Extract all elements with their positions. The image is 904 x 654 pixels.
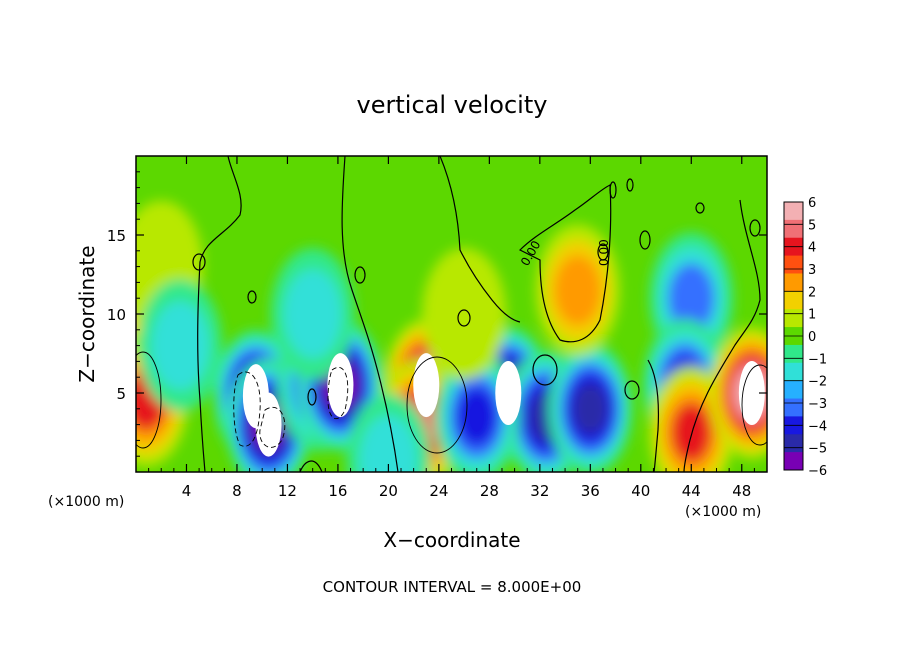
contour-zero-line <box>609 181 617 199</box>
colorbar-swatch <box>784 291 803 310</box>
x-unit-left: (×1000 m) <box>48 494 124 510</box>
field-core <box>495 361 522 425</box>
field-region <box>283 269 342 359</box>
chart-title: vertical velocity <box>357 91 548 119</box>
x-unit-right: (×1000 m) <box>685 504 761 520</box>
field-region <box>671 403 712 462</box>
colorbar-swatch <box>784 273 803 292</box>
y-tick-label: 5 <box>116 385 126 403</box>
contour-zero-line <box>354 266 366 284</box>
contour-zero-line <box>197 156 242 472</box>
colorbar-label: −1 <box>808 352 827 367</box>
field-region <box>668 263 715 334</box>
colorbar-label: 5 <box>808 218 816 233</box>
x-tick-label: 36 <box>581 482 600 500</box>
colorbar-label: −4 <box>808 419 827 434</box>
x-tick-label: 12 <box>278 482 297 500</box>
x-tick-label: 40 <box>631 482 650 500</box>
contour-low-line <box>233 371 261 447</box>
field-region <box>572 382 609 435</box>
contour-zero-line <box>247 290 257 304</box>
x-tick-label: 48 <box>732 482 751 500</box>
contour-zero-line <box>307 388 317 406</box>
x-tick-label: 24 <box>429 482 448 500</box>
y-axis-ticks: 5 10 15 <box>107 171 767 457</box>
field-core <box>255 392 282 457</box>
contour-zero-line <box>299 460 323 472</box>
colorbar-label: 1 <box>808 308 816 323</box>
contour-zero-line <box>749 219 761 237</box>
colorbar-swatch <box>784 309 803 328</box>
contour-label: 0.00 <box>597 239 611 266</box>
field-core <box>413 353 440 418</box>
colorbar-label: 2 <box>808 285 816 300</box>
colorbar: 6 5 4 3 2 1 0 −1 −2 −3 −4 −5 −6 <box>783 196 827 479</box>
field-region <box>359 414 418 472</box>
contour-high-line <box>136 351 162 449</box>
x-tick-label: 44 <box>682 482 701 500</box>
contour-zero-line <box>647 359 660 472</box>
field-core <box>327 353 354 418</box>
colorbar-swatch <box>784 202 803 221</box>
colorbar-label: 3 <box>808 263 816 278</box>
contour-lines <box>136 156 767 472</box>
field-core <box>738 361 765 425</box>
x-axis-label: X−coordinate <box>383 528 520 552</box>
contour-zero-line <box>457 309 471 327</box>
colorbar-swatch <box>784 344 803 364</box>
contour-high-line <box>741 364 767 446</box>
colorbar-label: −3 <box>808 397 827 412</box>
x-tick-label: 28 <box>480 482 499 500</box>
y-axis-label: Z−coordinate <box>75 245 99 382</box>
x-tick-label: 20 <box>379 482 398 500</box>
colorbar-swatch <box>784 452 803 471</box>
contour-zero-line <box>695 202 705 214</box>
colorbar-swatch <box>784 219 803 239</box>
field-region <box>456 387 497 447</box>
contour-zero-line <box>624 380 640 400</box>
contour-low-line <box>259 407 286 448</box>
colorbar-label: 0 <box>808 330 816 345</box>
colorbar-label: −6 <box>808 464 827 479</box>
colorbar-label: −2 <box>808 375 827 390</box>
contour-zero-line <box>626 178 634 192</box>
colorbar-label: −5 <box>808 442 827 457</box>
colorbar-swatch <box>784 255 803 274</box>
contour-zero-line <box>341 156 399 472</box>
contour-zero-line <box>192 253 206 271</box>
colorbar-swatch <box>784 362 803 382</box>
contour-high-line <box>406 356 468 454</box>
contour-zero-line <box>439 156 521 323</box>
x-tick-label: 8 <box>232 482 242 500</box>
field-region <box>422 248 507 380</box>
x-axis-ticks: 4 8 12 16 20 24 28 32 36 40 44 48 <box>148 156 755 500</box>
x-tick-label: 32 <box>530 482 549 500</box>
x-tick-label: 16 <box>328 482 347 500</box>
y-tick-label: 15 <box>107 227 126 245</box>
colorbar-swatch <box>784 398 803 417</box>
colorbar-label: 4 <box>808 241 816 256</box>
colorbar-swatch <box>784 380 803 400</box>
contour-interval-note: CONTOUR INTERVAL = 8.000E+00 <box>323 578 582 596</box>
field-region <box>554 255 601 326</box>
contour-zero-line <box>518 184 612 343</box>
y-tick-label: 10 <box>107 306 126 324</box>
velocity-field <box>136 200 767 472</box>
contour-zero-line <box>639 230 651 250</box>
contour-zero-line <box>597 243 609 261</box>
x-tick-label: 4 <box>182 482 192 500</box>
colorbar-label: 6 <box>808 196 816 211</box>
field-region <box>151 301 210 391</box>
contour-zero-line <box>683 199 761 472</box>
contour-zero-line <box>532 354 558 386</box>
colorbar-swatch <box>784 434 803 453</box>
contour-low-line <box>327 367 349 420</box>
